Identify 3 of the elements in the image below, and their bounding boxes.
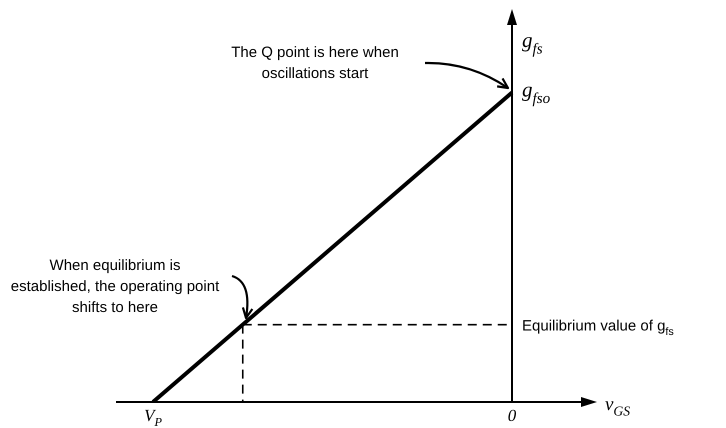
text: The Q point is here when oscillations start [231,44,399,82]
annotation: When equilibrium is established, the operating point shifts to here [10,257,220,316]
x-tick-label: 0 [508,406,517,425]
